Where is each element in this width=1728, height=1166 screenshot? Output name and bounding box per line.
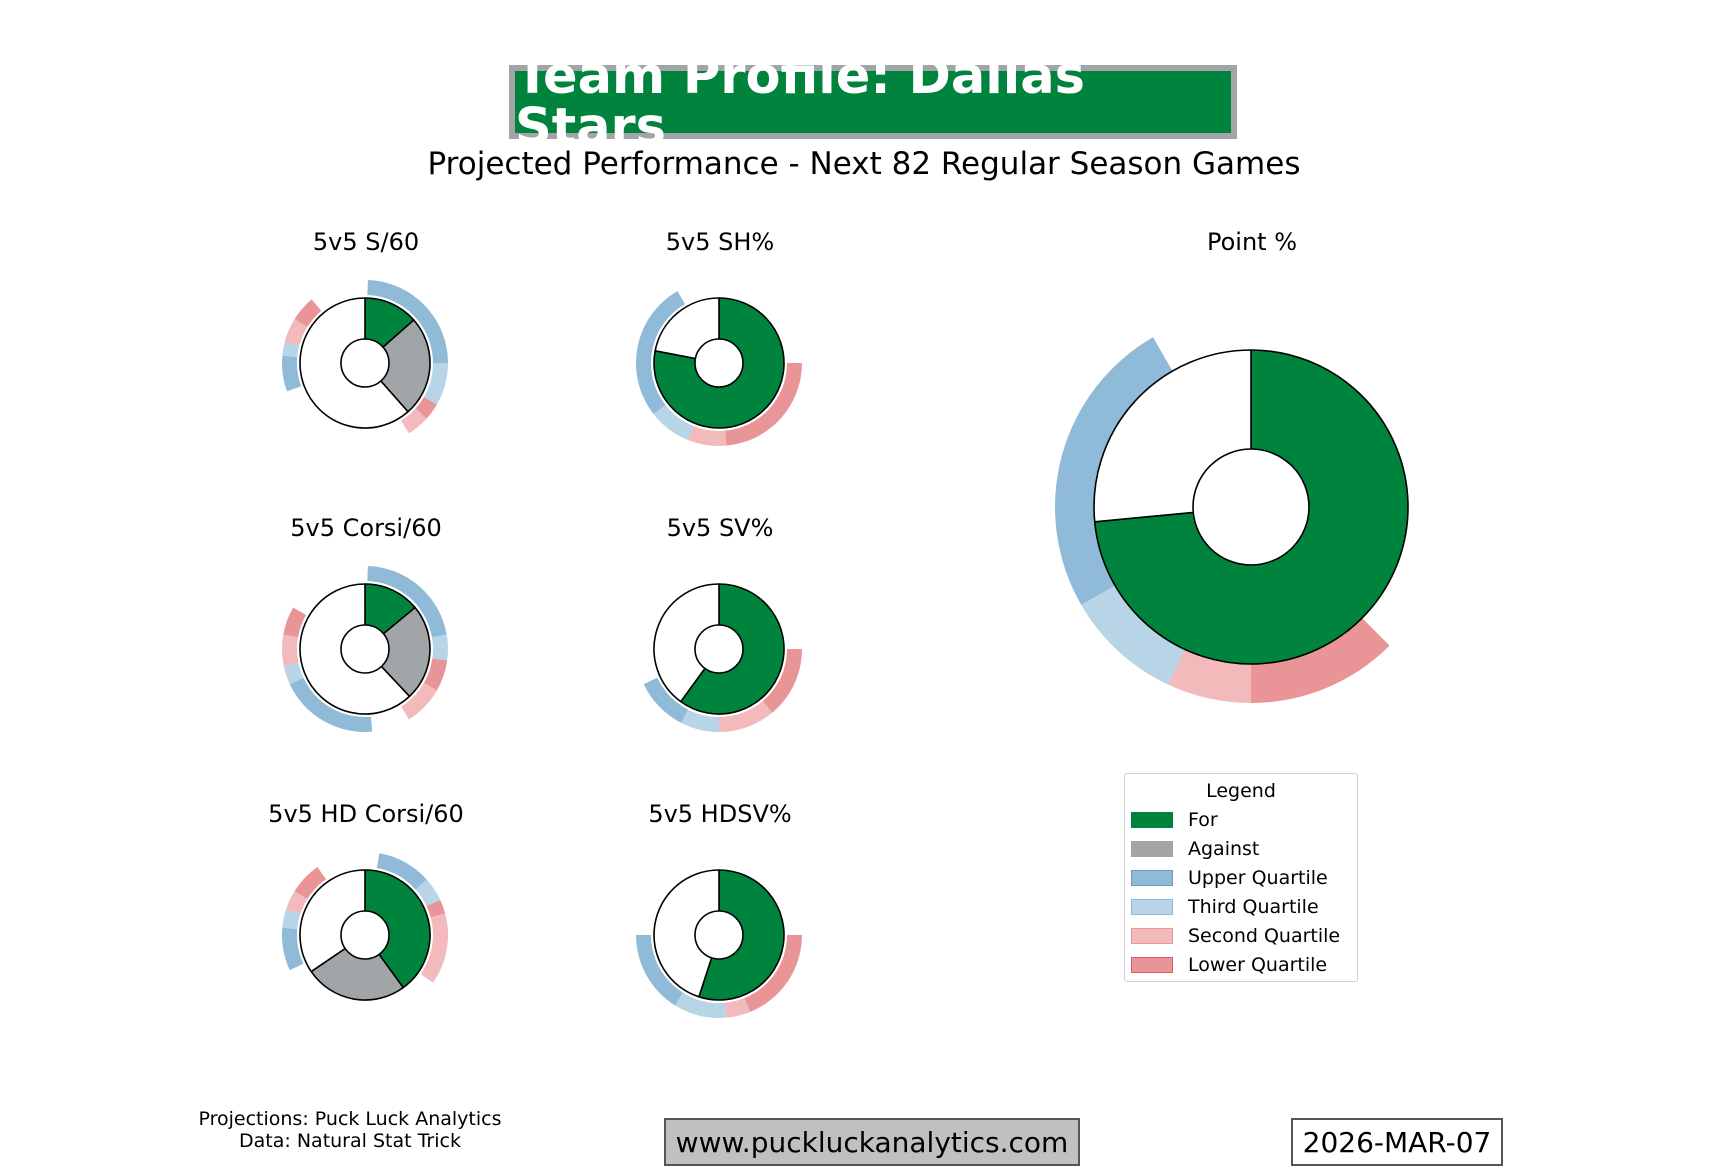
- slice-empty: [653, 583, 720, 703]
- quartile-arc-upper: [367, 566, 447, 638]
- quartile-arc-upper: [636, 935, 683, 1006]
- slice-for: [364, 869, 431, 989]
- legend-swatch-upper-quartile: [1131, 870, 1173, 886]
- quartile-arc-lower: [762, 649, 802, 713]
- quartile-arc-upper: [289, 677, 373, 732]
- quartile-arc-third: [681, 709, 719, 732]
- footer-credits: Projections: Puck Luck Analytics Data: N…: [150, 1108, 550, 1152]
- slice-against: [364, 319, 431, 413]
- slice-empty: [653, 869, 720, 998]
- projections-credit: Projections: Puck Luck Analytics: [198, 1108, 502, 1130]
- legend-title: Legend: [1206, 780, 1276, 802]
- quartile-arc-second: [687, 426, 727, 447]
- quartile-arc-upper: [282, 927, 304, 971]
- quartile-arc-third: [653, 404, 694, 440]
- legend-item-lower-quartile: Lower Quartile: [1131, 953, 1327, 977]
- donut-hole: [340, 338, 390, 388]
- donut-chart-hdcorsi60: [282, 853, 448, 1001]
- legend-swatch-second-quartile: [1131, 928, 1173, 944]
- donut-hole: [694, 338, 744, 388]
- quartile-arc-upper: [367, 280, 448, 363]
- legend-item-third-quartile: Third Quartile: [1131, 895, 1319, 919]
- quartile-arc-third: [675, 992, 727, 1019]
- donut-hole: [694, 624, 744, 674]
- legend-swatch-against: [1131, 841, 1173, 857]
- quartile-arc-third: [423, 363, 448, 405]
- quartile-arc-second: [724, 998, 751, 1018]
- legend: Legend For Against Upper Quartile Third …: [1124, 773, 1358, 982]
- quartile-arc-third: [282, 341, 300, 358]
- slice-for: [653, 297, 785, 429]
- quartile-arc-second: [284, 319, 308, 346]
- legend-label-second-quartile: Second Quartile: [1188, 925, 1341, 947]
- legend-swatch-for: [1131, 812, 1173, 828]
- legend-item-upper-quartile: Upper Quartile: [1131, 866, 1328, 890]
- quartile-arc-second: [282, 634, 299, 667]
- chart-title-shpct: 5v5 SH%: [665, 228, 775, 256]
- quartile-arc-lower: [724, 363, 802, 446]
- quartile-arc-upper: [282, 355, 302, 392]
- legend-swatch-lower-quartile: [1131, 957, 1173, 973]
- quartile-arc-lower: [426, 899, 446, 918]
- quartile-arc-lower: [283, 607, 307, 638]
- quartile-arc-second: [719, 701, 773, 732]
- donut-chart-hdsvpct: [636, 869, 802, 1019]
- legend-swatch-third-quartile: [1131, 899, 1173, 915]
- slice-against: [310, 934, 405, 1001]
- legend-label-third-quartile: Third Quartile: [1188, 896, 1319, 918]
- legend-item-for: For: [1131, 808, 1218, 832]
- quartile-arc-lower: [415, 397, 437, 419]
- quartile-arc-third: [283, 663, 304, 685]
- data-credit: Data: Natural Stat Trick: [239, 1130, 461, 1152]
- page-subtitle: Projected Performance - Next 82 Regular …: [427, 146, 1301, 182]
- quartile-arc-lower: [744, 935, 802, 1012]
- quartile-arc-lower: [1251, 618, 1390, 703]
- legend-label-upper-quartile: Upper Quartile: [1188, 867, 1328, 889]
- website-link[interactable]: www.puckluckanalytics.com: [664, 1118, 1080, 1166]
- quartile-arc-lower: [423, 658, 448, 691]
- quartile-arc-upper: [643, 677, 689, 723]
- legend-label-for: For: [1188, 809, 1218, 831]
- chart-title-pointpct: Point %: [1206, 228, 1298, 256]
- chart-title-hdsvpct: 5v5 HDSV%: [648, 800, 792, 828]
- slice-empty: [299, 869, 366, 973]
- donut-hole: [340, 624, 390, 674]
- donut-chart-svpct: [643, 583, 802, 732]
- quartile-arc-third: [431, 634, 448, 661]
- quartile-arc-lower: [294, 299, 322, 327]
- legend-label-lower-quartile: Lower Quartile: [1188, 954, 1328, 976]
- quartile-arc-third: [415, 879, 441, 907]
- chart-title-hdcorsi60: 5v5 HD Corsi/60: [268, 800, 464, 828]
- donut-chart-shpct: [636, 291, 802, 447]
- quartile-arc-second: [401, 683, 437, 720]
- quartile-arc-upper: [376, 853, 427, 890]
- donut-chart-corsi60: [282, 566, 448, 732]
- chart-title-svpct: 5v5 SV%: [666, 514, 774, 542]
- slice-against: [364, 606, 431, 698]
- quartile-arc-second: [401, 408, 427, 434]
- legend-item-against: Against: [1131, 837, 1259, 861]
- date-stamp: 2026-MAR-07: [1291, 1118, 1503, 1166]
- quartile-arc-upper: [636, 291, 685, 415]
- quartile-arc-upper: [1055, 337, 1173, 605]
- donut-hole: [694, 910, 744, 960]
- legend-label-against: Against: [1188, 838, 1260, 860]
- chart-title-s60: 5v5 S/60: [312, 228, 420, 256]
- donut-hole: [1192, 448, 1310, 566]
- chart-title-corsi60: 5v5 Corsi/60: [290, 514, 442, 542]
- quartile-arc-third: [282, 909, 301, 930]
- donut-chart-s60: [282, 280, 448, 434]
- quartile-arc-lower: [294, 867, 326, 899]
- quartile-arc-third: [1081, 585, 1185, 685]
- quartile-arc-second: [420, 913, 448, 983]
- quartile-arc-second: [286, 891, 308, 914]
- donut-chart-pointpct: [1055, 337, 1409, 703]
- legend-item-second-quartile: Second Quartile: [1131, 924, 1340, 948]
- donut-hole: [340, 910, 390, 960]
